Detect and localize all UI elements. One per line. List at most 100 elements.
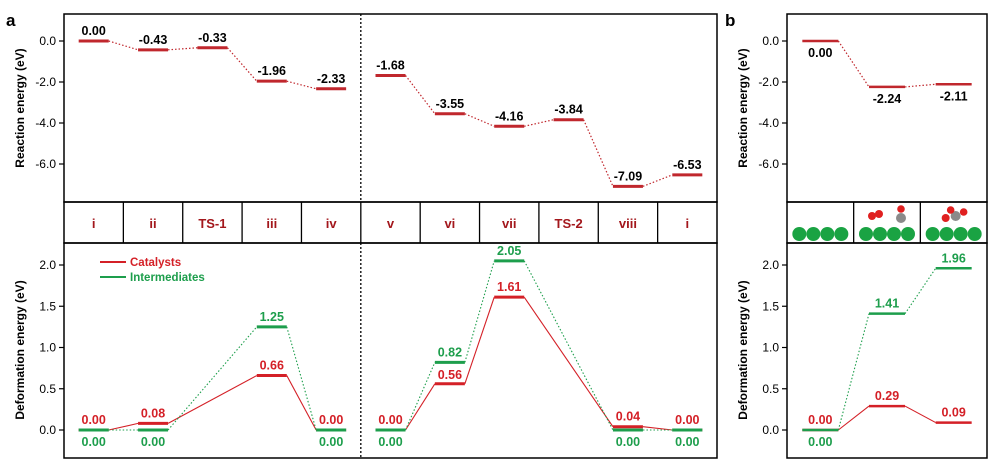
intermediate-value-label: 0.00: [616, 435, 640, 449]
catalyst-value-label: 0.66: [260, 359, 284, 373]
intermediate-value-label: 0.00: [808, 435, 832, 449]
catalyst-value-label: 0.09: [941, 406, 965, 420]
reaction-connector: [286, 80, 317, 90]
reaction-connector: [464, 113, 495, 127]
panel-a-top-ytick-label: -4.0: [35, 116, 56, 130]
reaction-level-label: -3.84: [554, 103, 583, 117]
oxygen-atom: [959, 208, 968, 216]
panel-b-letter: b: [725, 11, 735, 30]
intermediate-value-label: 2.05: [497, 244, 521, 258]
intermediate-value-label: 0.00: [378, 435, 402, 449]
reaction-connector: [168, 47, 198, 51]
surface-atom: [873, 227, 887, 241]
oxygen-atom: [941, 214, 950, 222]
oxygen-atom: [897, 205, 905, 213]
intermediate-connector: [904, 267, 937, 314]
surface-atom: [939, 227, 954, 241]
intermediate-connector: [404, 362, 436, 431]
category-label: vii: [502, 216, 516, 231]
panel-b-bottom-ytick-label: 1.0: [762, 341, 779, 355]
intermediate-connector: [286, 326, 317, 431]
panel-b-bottom-ytick-label: 0.5: [762, 382, 779, 396]
panel-a-top-ytick-label: -2.0: [35, 75, 56, 89]
reaction-level-label: -2.24: [873, 92, 902, 106]
reaction-level-label: -1.68: [376, 58, 405, 72]
surface-atom: [887, 227, 901, 241]
panel-b: b 0.0 -2.0 -4.0 -6.0 Reaction energy (eV) 0.0…: [725, 11, 988, 459]
intermediate-value-label: 0.00: [675, 435, 699, 449]
panel-b-bottom-frame: [786, 242, 988, 459]
reaction-level-label: -7.09: [614, 169, 643, 183]
panel-b-top-ytick-label: -2.0: [758, 75, 779, 89]
intermediate-value-label: 0.00: [319, 435, 343, 449]
panel-a-bottom-ytick-label: 0.0: [39, 423, 56, 437]
panel-a-bottom-ytick-label: 2.0: [39, 258, 56, 272]
panel-b-bottom-ytick-label: 1.5: [762, 299, 779, 313]
catalyst-connector: [286, 375, 317, 431]
category-label: i: [686, 216, 690, 231]
catalyst-value-label: 0.29: [875, 389, 899, 403]
reaction-connector: [108, 40, 139, 51]
catalyst-connector: [405, 383, 436, 431]
intermediate-connector: [837, 313, 870, 431]
intermediate-connector: [167, 326, 258, 431]
reaction-level-label: 0.00: [82, 24, 106, 38]
catalyst-connector: [523, 296, 614, 428]
panel-b-structure-row: [786, 201, 988, 244]
reaction-level-label: -2.33: [317, 72, 346, 86]
reaction-level-label: -1.96: [258, 64, 287, 78]
panel-b-bottom-ytick-label: 2.0: [762, 258, 779, 272]
carbon-atom: [896, 213, 906, 223]
reaction-connector: [226, 47, 258, 82]
reaction-connector: [904, 83, 936, 88]
category-label: viii: [619, 216, 637, 231]
panel-b-top-ytick-label: -4.0: [758, 116, 779, 130]
panel-b-bottom-ytick-label: 0.0: [762, 423, 779, 437]
legend-label: Catalysts: [130, 257, 181, 269]
intermediate-connector: [523, 260, 614, 431]
panel-b-deformation-plot: 0.0 0.5 1.0 1.5 2.0 Deformation energy (eV) 0.…: [736, 242, 988, 459]
panel-b-top-ytick-label: -6.0: [758, 157, 779, 171]
catalyst-connector: [642, 426, 673, 431]
category-label: TS-2: [555, 216, 583, 231]
panel-a-letter: a: [6, 11, 16, 30]
catalyst-connector: [108, 422, 139, 431]
intermediate-value-label: 0.00: [141, 435, 165, 449]
category-label: vi: [444, 216, 455, 231]
reaction-connector: [583, 119, 614, 187]
catalyst-value-label: 0.00: [82, 413, 106, 427]
catalyst-value-label: 0.00: [378, 413, 402, 427]
intermediate-value-label: 1.96: [941, 251, 965, 265]
oxygen-atom: [875, 210, 883, 218]
category-label: ii: [149, 216, 156, 231]
catalyst-value-label: 0.56: [438, 368, 462, 382]
category-label: iii: [266, 216, 277, 231]
panel-a-bottom-frame: [63, 242, 718, 459]
reaction-level-label: -2.11: [940, 89, 968, 103]
reaction-connector: [405, 75, 436, 115]
panel-b-bottom-ylabel: Deformation energy (eV): [736, 280, 750, 419]
catalyst-value-label: 1.61: [497, 280, 521, 294]
catalyst-value-label: 0.04: [616, 410, 640, 424]
surface-atom: [859, 227, 873, 241]
panel-a-bottom-ytick-label: 1.0: [39, 341, 56, 355]
intermediate-connector: [464, 260, 495, 363]
reaction-level-label: -6.53: [673, 158, 702, 172]
panel-b-reaction-plot: 0.0 -2.0 -4.0 -6.0 Reaction energy (eV) 0.00 -…: [736, 13, 988, 203]
surface-atom: [834, 227, 849, 241]
category-label: iv: [326, 216, 338, 231]
reaction-level-label: -0.33: [198, 31, 227, 45]
surface-atom: [792, 227, 807, 241]
reaction-connector: [524, 119, 554, 127]
intermediate-value-label: 1.41: [875, 297, 899, 311]
legend-label: Intermediates: [130, 272, 205, 284]
panel-b-top-ylabel: Reaction energy (eV): [736, 48, 750, 167]
panel-a-reaction-plot: 0.0 -2.0 -4.0 -6.0 Reaction energy (eV) 0.00 -…: [13, 13, 718, 203]
catalyst-connector: [837, 405, 870, 431]
oxygen-atom: [868, 212, 876, 220]
surface-atom: [925, 227, 940, 241]
panel-a-top-ytick-label: 0.0: [39, 34, 56, 48]
surface-atom: [901, 227, 915, 241]
